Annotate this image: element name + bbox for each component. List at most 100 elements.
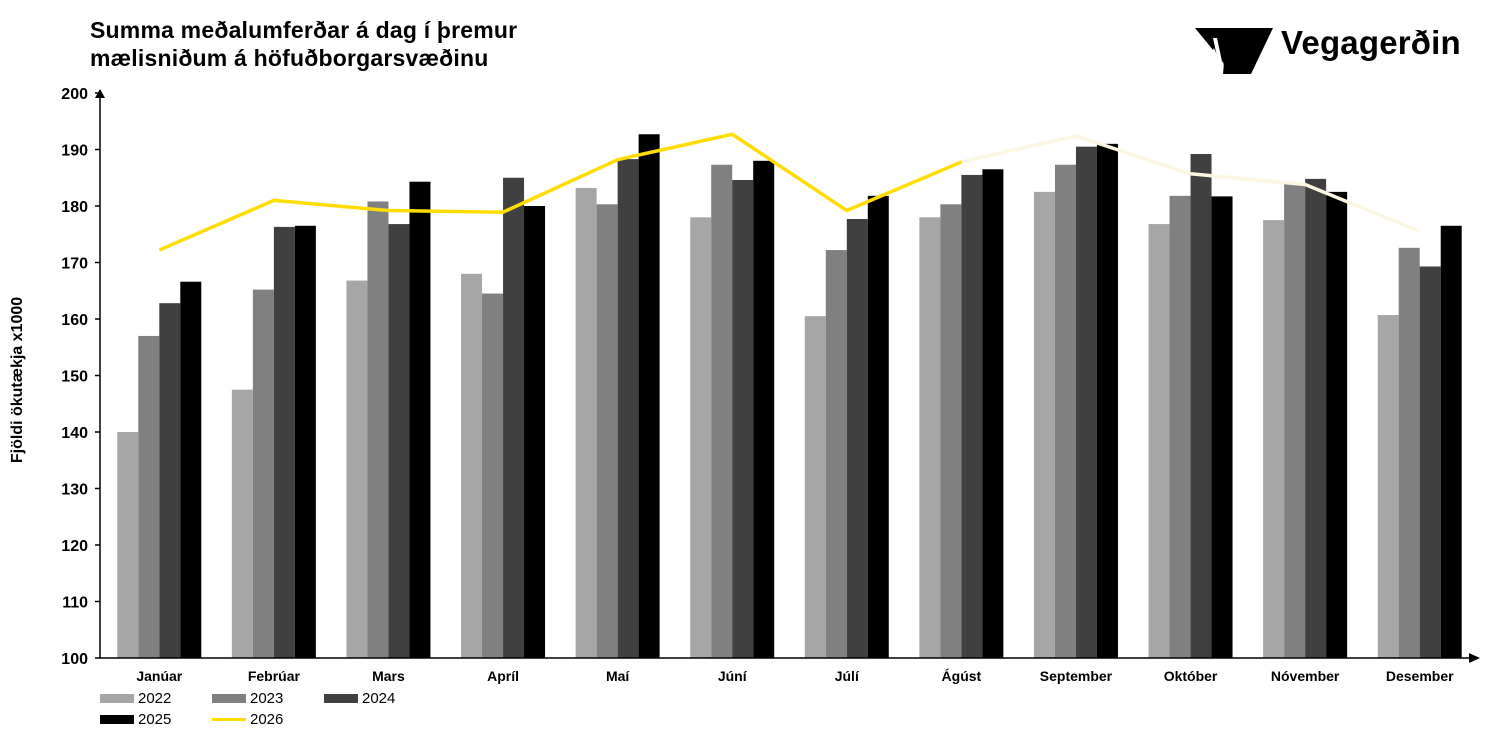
bar-2022-8 [919, 217, 941, 659]
x-tick-label: September [1040, 668, 1113, 684]
x-tick-label: Október [1164, 668, 1218, 684]
bar-2023-7 [825, 250, 847, 658]
axes [95, 89, 1480, 663]
bar-2025-6 [753, 160, 775, 659]
bar-2024-12 [1419, 266, 1441, 658]
bar-2023-8 [940, 204, 962, 658]
legend-swatch-2022 [100, 694, 134, 703]
bar-2022-7 [804, 316, 826, 658]
y-tick-label: 190 [61, 143, 88, 160]
bar-2024-9 [1075, 146, 1097, 659]
bar-2023-12 [1398, 247, 1420, 658]
bar-2025-4 [524, 206, 546, 658]
bar-2023-5 [596, 204, 618, 658]
bar-2023-6 [711, 164, 733, 658]
bar-2025-5 [638, 134, 660, 658]
line-2026-faded [960, 134, 1421, 234]
bar-2025-1 [180, 281, 202, 658]
bar-2024-11 [1305, 178, 1327, 658]
y-tick-label: 180 [61, 199, 88, 216]
bar-2024-4 [503, 177, 525, 658]
bar-2022-6 [690, 217, 712, 659]
x-tick-label: Maí [606, 668, 630, 684]
legend: 2022 2023 2024 2025 2026 [100, 690, 440, 734]
bar-2022-4 [461, 273, 483, 658]
legend-item-2022: 2022 [100, 690, 171, 707]
x-tick-label: Júlí [835, 668, 860, 684]
bar-2025-10 [1211, 196, 1233, 658]
bar-2022-9 [1033, 191, 1055, 658]
bar-2025-7 [867, 195, 889, 658]
bar-2025-11 [1326, 191, 1348, 658]
y-tick-label: 110 [62, 595, 88, 612]
line-2026 [158, 132, 963, 252]
bar-2023-1 [138, 335, 160, 658]
chart-title: Summa meðalumferðar á dag í þremur mælis… [90, 16, 517, 72]
legend-item-2023: 2023 [212, 690, 283, 707]
y-tick-label: 100 [61, 651, 88, 668]
bar-2023-3 [367, 201, 389, 659]
legend-item-2024: 2024 [324, 690, 395, 707]
bar-2024-8 [961, 174, 983, 659]
bar-2022-5 [575, 187, 597, 659]
legend-label-2022: 2022 [138, 690, 172, 707]
bar-2023-2 [252, 289, 274, 658]
legend-swatch-2023 [212, 694, 246, 703]
bar-2023-9 [1054, 164, 1076, 658]
bars-group [117, 134, 1462, 659]
y-tick-label: 170 [61, 256, 88, 273]
chart-title-line-2: mælisniðum á höfuðborgarsvæðinu [90, 45, 489, 71]
chart-title-line-1: Summa meðalumferðar á dag í þremur [90, 17, 518, 43]
bar-2023-4 [482, 293, 504, 658]
bar-2024-1 [159, 303, 181, 658]
bar-2023-10 [1169, 195, 1191, 658]
bar-2025-12 [1440, 225, 1462, 658]
bar-2022-2 [231, 389, 253, 658]
bar-2022-1 [117, 432, 139, 658]
bar-2024-6 [732, 180, 754, 658]
y-tick-label: 200 [61, 86, 88, 103]
vegagerdin-logo-icon [1195, 28, 1273, 74]
x-axis-arrow [1469, 653, 1480, 663]
legend-swatch-2026 [212, 718, 246, 721]
bar-2022-10 [1148, 224, 1170, 658]
y-tick-label: 120 [61, 538, 88, 555]
bar-2024-2 [273, 226, 295, 658]
legend-label-2023: 2023 [250, 690, 284, 707]
x-tick-label: Apríl [487, 668, 519, 684]
legend-label-2025: 2025 [138, 711, 172, 728]
x-axis-labels: Janúar Febrúar Mars Apríl Maí Júní Júlí Ágúst Se… [136, 668, 1454, 684]
bar-2025-9 [1096, 143, 1118, 659]
bar-2022-12 [1377, 315, 1399, 658]
logo-text: Vegagerðin [1281, 24, 1461, 61]
y-tick-label: 150 [61, 369, 88, 386]
bar-2022-3 [346, 280, 368, 658]
y-axis-arrow [95, 89, 105, 98]
legend-item-2026: 2026 [212, 711, 283, 728]
legend-label-2026: 2026 [250, 711, 284, 728]
bar-2024-7 [846, 218, 868, 658]
y-axis-ticks: 100 110 120 130 140 150 160 170 180 190 200 [61, 86, 100, 668]
bar-2024-10 [1190, 154, 1212, 658]
y-tick-label: 130 [61, 482, 88, 499]
x-tick-label: Nóvember [1271, 668, 1340, 684]
bar-2024-3 [388, 224, 410, 658]
bar-2024-5 [617, 159, 639, 659]
x-tick-label: Desember [1386, 668, 1454, 684]
legend-label-2024: 2024 [362, 690, 396, 707]
x-tick-label: Ágúst [942, 668, 982, 684]
bar-2025-3 [409, 181, 431, 658]
bar-2023-11 [1284, 183, 1306, 658]
vegagerdin-logo: Vegagerðin [1193, 22, 1483, 74]
legend-item-2025: 2025 [100, 711, 171, 728]
bar-2025-2 [294, 225, 316, 658]
bar-2022-11 [1263, 220, 1285, 658]
legend-swatch-2025 [100, 715, 134, 724]
line-series-2026 [158, 132, 1421, 252]
bar-2025-8 [982, 169, 1004, 658]
x-tick-label: Janúar [136, 668, 182, 684]
y-tick-label: 140 [61, 425, 88, 442]
x-tick-label: Júní [718, 668, 748, 684]
x-tick-label: Febrúar [248, 668, 301, 684]
